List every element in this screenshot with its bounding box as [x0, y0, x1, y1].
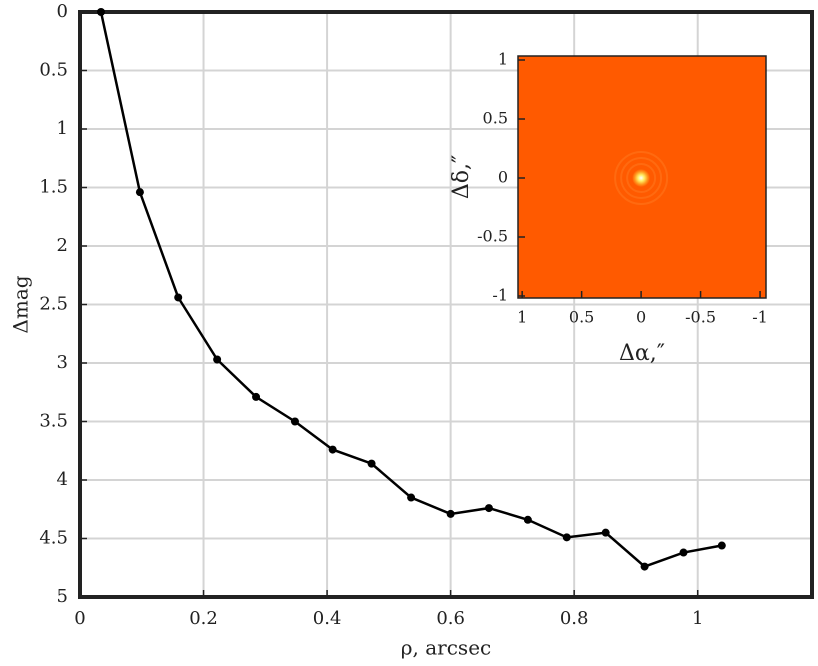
- x-tick-label: 0: [74, 608, 85, 629]
- frame: [517, 55, 767, 299]
- x-tick-label: -1: [752, 308, 768, 327]
- ring: [614, 151, 669, 206]
- marker: [562, 533, 571, 542]
- ring: [620, 157, 663, 200]
- marker: [367, 459, 376, 468]
- x-tick-label: 1: [517, 308, 527, 327]
- y-tick-label: 4.5: [39, 528, 68, 549]
- x-tick-label: -0.5: [685, 308, 716, 327]
- marker: [290, 417, 299, 426]
- marker: [601, 528, 610, 537]
- y-tick-label: 3.5: [39, 411, 68, 432]
- marker: [679, 548, 688, 557]
- marker: [523, 515, 532, 524]
- y-tick-label: -1: [492, 285, 508, 304]
- x-tick-label: 0.6: [436, 608, 465, 629]
- marker: [213, 355, 222, 364]
- y-tick-label: -0.5: [477, 226, 508, 245]
- marker: [446, 509, 455, 518]
- y-axis-label: Δmag: [9, 275, 33, 333]
- y-tick-label: 2: [57, 235, 68, 256]
- marker: [640, 562, 649, 571]
- y-tick-label: 1: [498, 50, 508, 69]
- x-tick-label: 0.4: [313, 608, 342, 629]
- y-axis-label: Δδ,″: [449, 155, 474, 199]
- y-tick-label: 2.5: [39, 294, 68, 315]
- ring: [626, 163, 657, 194]
- marker: [484, 504, 493, 513]
- x-tick-label: 0.8: [560, 608, 589, 629]
- y-tick-label: 1: [57, 118, 68, 139]
- marker: [328, 445, 337, 454]
- y-tick-label: 0: [498, 168, 508, 187]
- y-tick-label: 1.5: [39, 177, 68, 198]
- x-tick-label: 1: [692, 608, 703, 629]
- y-tick-label: 0: [57, 1, 68, 22]
- y-tick-label: 4: [57, 469, 68, 490]
- x-tick-label: 0: [636, 308, 646, 327]
- y-tick-label: 0.5: [483, 109, 508, 128]
- frame: [78, 10, 814, 599]
- marker: [407, 493, 416, 502]
- marker: [717, 541, 726, 550]
- y-tick-label: 3: [57, 352, 68, 373]
- marker: [174, 293, 183, 302]
- x-tick-label: 0.5: [569, 308, 594, 327]
- x-tick-label: 0.2: [189, 608, 218, 629]
- x-axis-label: ρ, arcsec: [401, 636, 491, 660]
- y-tick-label: 0.5: [39, 60, 68, 81]
- x-axis-label: Δα,″: [619, 341, 665, 366]
- spot: [632, 169, 651, 188]
- y-tick-label: 5: [57, 586, 68, 607]
- marker: [97, 8, 106, 16]
- marker: [135, 188, 144, 197]
- marker: [252, 392, 261, 401]
